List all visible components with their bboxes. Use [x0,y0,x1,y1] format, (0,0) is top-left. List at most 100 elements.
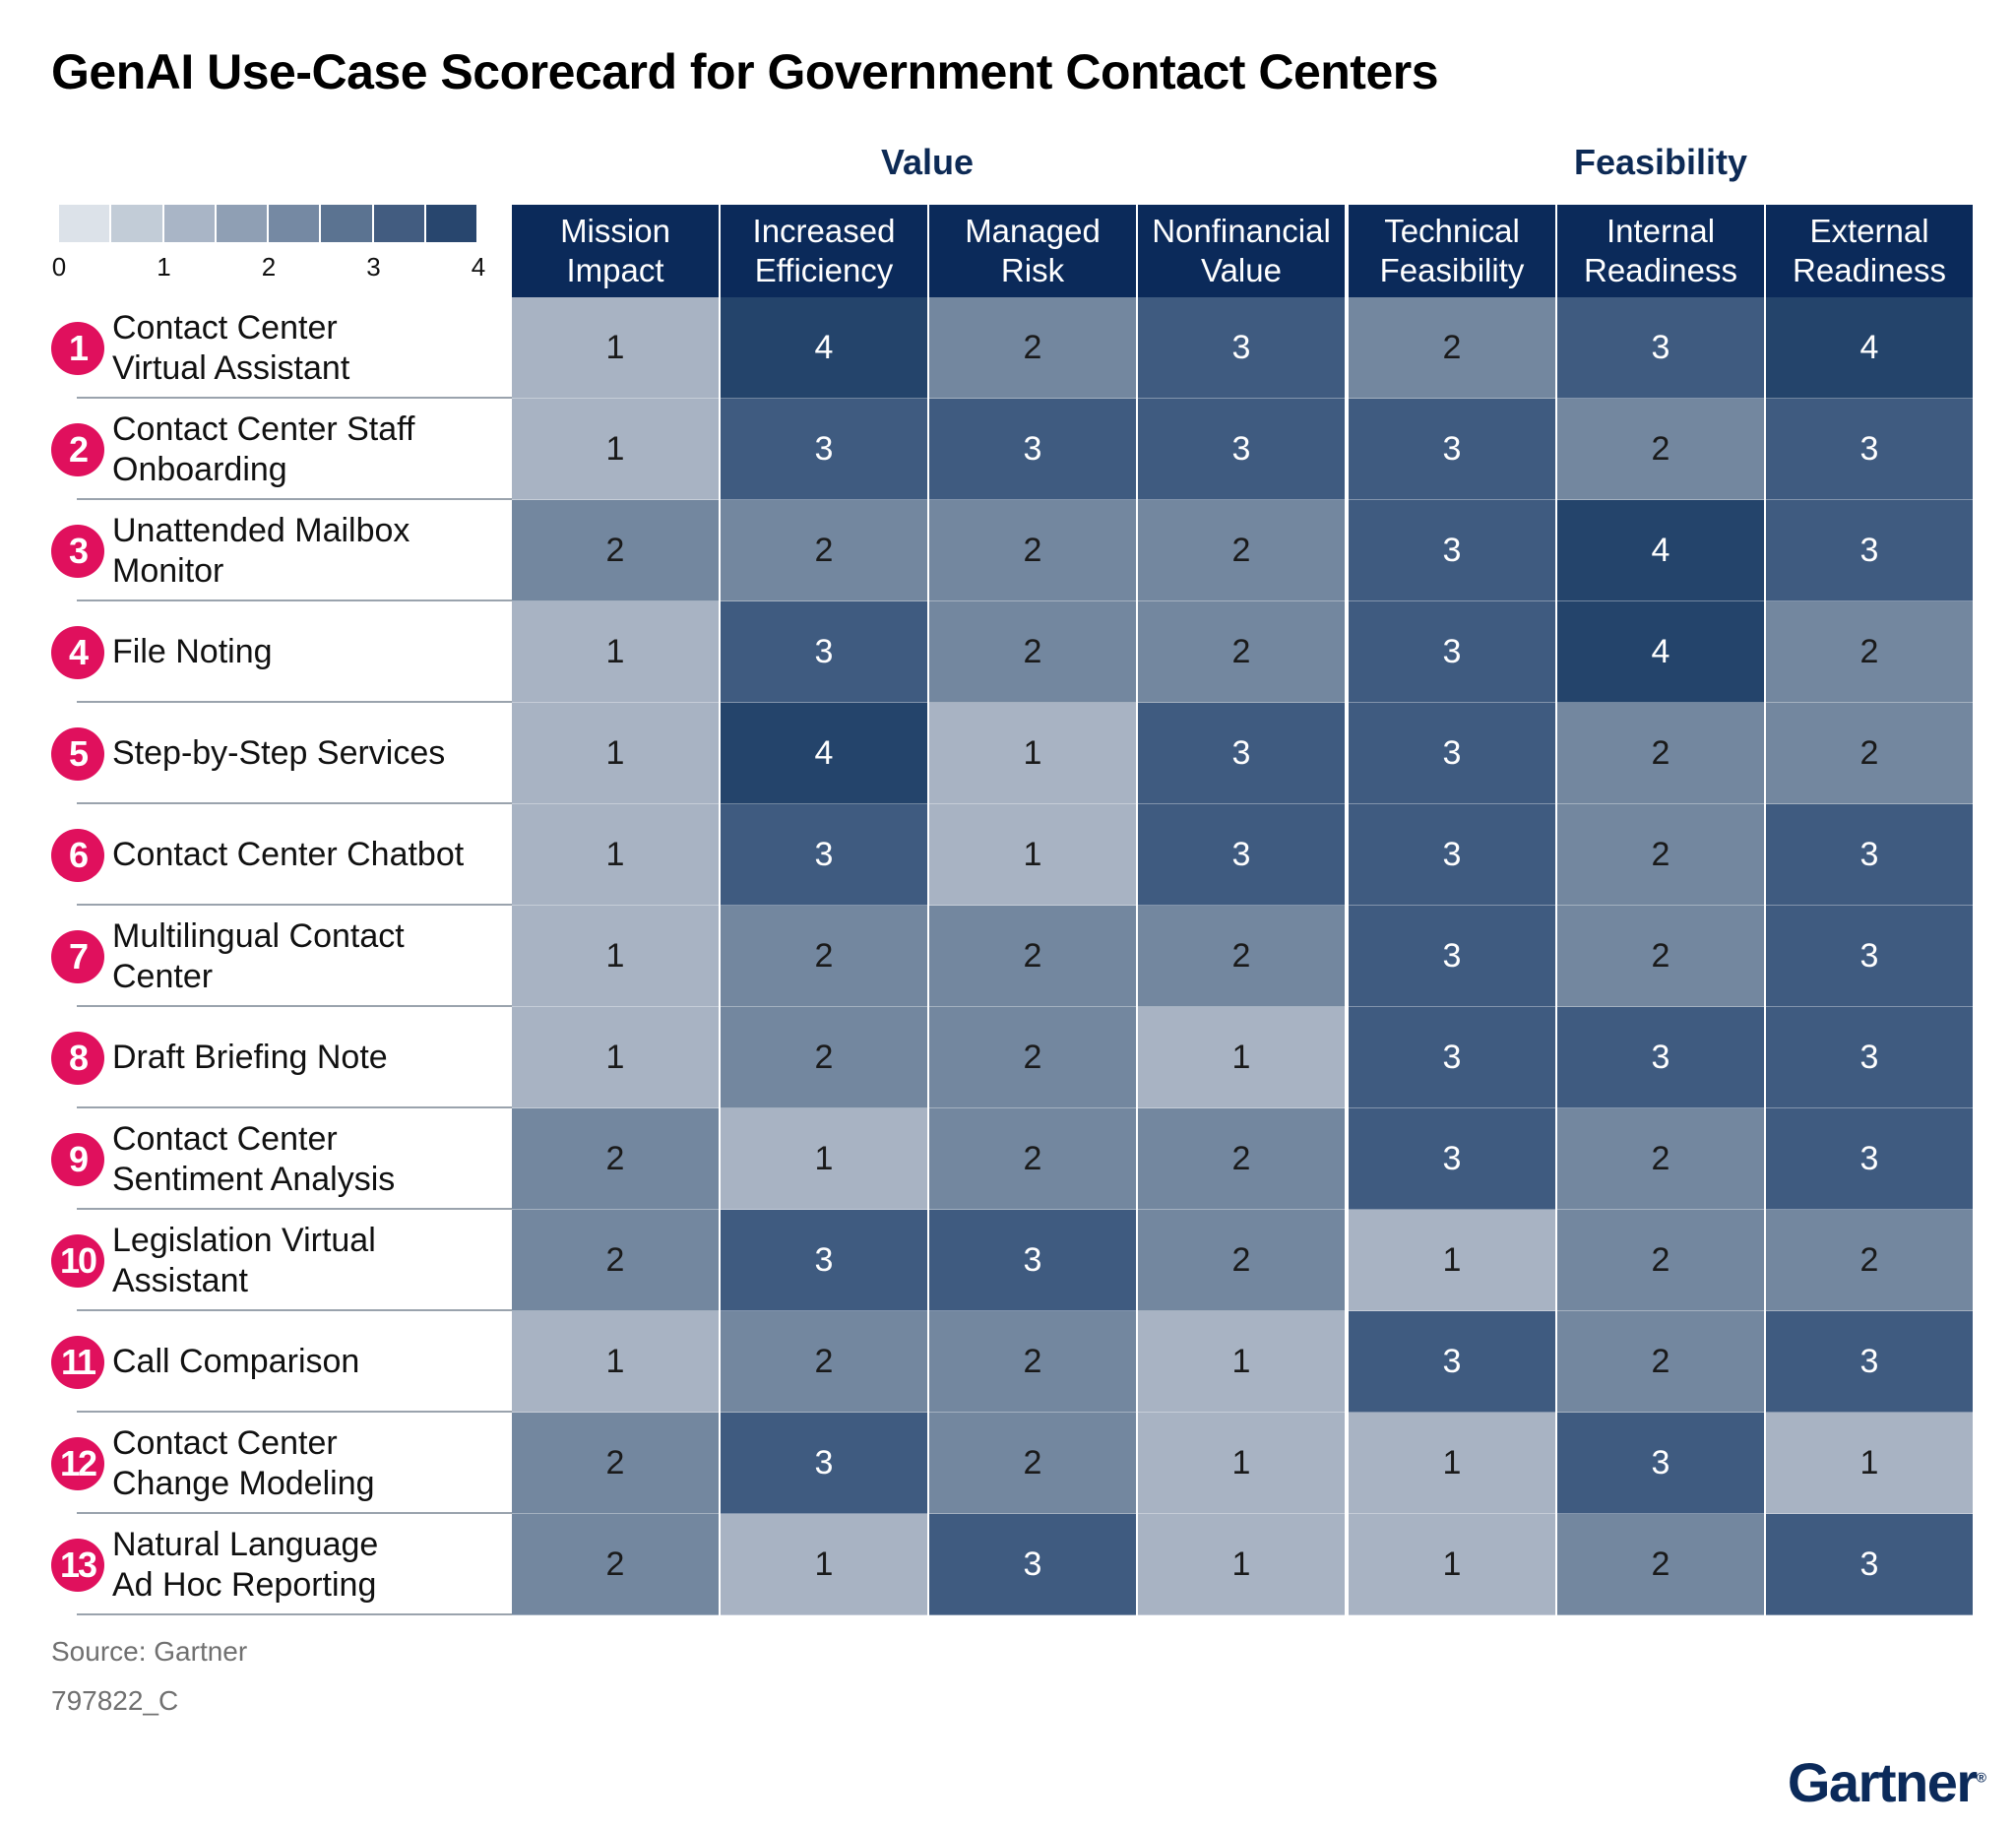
gartner-logo: Gartner® [1788,1750,1986,1814]
score-cell: 3 [1766,500,1973,601]
legend-swatch [425,205,476,242]
score-cell: 3 [1557,1007,1764,1108]
use-case-name: Natural Language Ad Hoc Reporting [112,1525,379,1604]
score-cell: 2 [929,1311,1136,1413]
score-cell: 3 [1138,703,1345,804]
chart-title: GenAI Use-Case Scorecard for Government … [51,44,1439,99]
score-cell: 2 [721,906,927,1007]
score-cell: 1 [1349,1413,1555,1514]
score-cell: 1 [929,703,1136,804]
use-case-number-badge: 6 [51,828,104,882]
group-title-value: Value [880,142,975,182]
score-cell: 3 [1766,1311,1973,1413]
score-cell: 1 [1766,1413,1973,1514]
use-case-label: 12 Contact Center Change Modeling [51,1413,514,1514]
use-case-label: 8 Draft Briefing Note [51,1007,514,1108]
column-header: Technical Feasibility [1349,205,1555,297]
use-case-name: Contact Center Virtual Assistant [112,308,350,387]
score-cell: 3 [1138,297,1345,399]
use-case-number-badge: 1 [51,321,104,375]
score-cell: 3 [1349,906,1555,1007]
score-cell: 1 [512,1311,719,1413]
row-divider [77,1208,512,1210]
use-case-name: Contact Center Change Modeling [112,1423,375,1502]
legend-tick-label: 2 [261,252,277,282]
score-cell: 2 [1138,500,1345,601]
document-id: 797822_C [51,1685,179,1716]
legend-swatch [216,205,267,242]
row-divider [77,599,512,601]
use-case-number-badge: 12 [51,1436,104,1490]
use-case-label: 2 Contact Center Staff Onboarding [51,399,514,500]
score-cell: 2 [1349,297,1555,399]
score-cell: 2 [929,297,1136,399]
use-case-number-badge: 10 [51,1233,104,1288]
use-case-number-badge: 5 [51,726,104,781]
score-cell: 3 [721,601,927,703]
score-cell: 1 [1349,1514,1555,1615]
row-divider [77,701,512,703]
score-cell: 3 [1349,703,1555,804]
score-cell: 2 [1766,601,1973,703]
legend-swatch [373,205,424,242]
column-header: Increased Efficiency [721,205,927,297]
score-cell: 2 [1557,399,1764,500]
use-case-name: Call Comparison [112,1343,360,1380]
column-header: Nonfinancial Value [1138,205,1345,297]
use-case-name: File Noting [112,633,273,670]
score-cell: 3 [721,804,927,906]
use-case-name: Unattended Mailbox Monitor [112,511,410,590]
score-cell: 1 [721,1108,927,1210]
score-cell: 3 [721,1210,927,1311]
group-separator [1345,205,1349,1615]
use-case-label: 10 Legislation Virtual Assistant [51,1210,514,1311]
legend-tick-label: 0 [51,252,67,282]
use-case-number-badge: 3 [51,524,104,578]
use-case-name: Contact Center Staff Onboarding [112,410,415,488]
score-cell: 2 [512,1514,719,1615]
row-divider [77,1512,512,1514]
legend-swatch [163,205,215,242]
score-cell: 3 [1557,1413,1764,1514]
legend-swatch [321,205,372,242]
score-cell: 1 [512,703,719,804]
score-cell: 3 [929,1514,1136,1615]
gartner-logo-text: Gartner [1787,1751,1978,1813]
score-cell: 3 [1766,1007,1973,1108]
column-header: Internal Readiness [1557,205,1764,297]
use-case-name: Step-by-Step Services [112,734,446,772]
score-cell: 3 [1766,1108,1973,1210]
column-header: Mission Impact [512,205,719,297]
score-cell: 1 [512,804,719,906]
legend-swatch [269,205,320,242]
use-case-name: Contact Center Chatbot [112,836,465,873]
score-cell: 3 [1349,1007,1555,1108]
use-case-label: 6 Contact Center Chatbot [51,804,514,906]
row-divider [77,1005,512,1007]
use-case-number-badge: 11 [51,1335,104,1389]
score-cell: 2 [1557,1311,1764,1413]
score-cell: 1 [1138,1007,1345,1108]
score-cell: 2 [1557,703,1764,804]
score-cell: 3 [1349,1108,1555,1210]
use-case-label: 9 Contact Center Sentiment Analysis [51,1108,514,1210]
score-cell: 1 [512,399,719,500]
use-case-number-badge: 9 [51,1132,104,1186]
score-cell: 1 [1349,1210,1555,1311]
score-cell: 2 [929,500,1136,601]
use-case-number-badge: 8 [51,1031,104,1085]
score-cell: 2 [721,1007,927,1108]
use-case-label: 4 File Noting [51,601,514,703]
row-divider [77,802,512,804]
row-divider [77,1309,512,1311]
use-case-number-badge: 13 [51,1538,104,1592]
score-cell: 2 [1138,1108,1345,1210]
use-case-name: Draft Briefing Note [112,1039,388,1076]
row-divider [77,1411,512,1413]
score-cell: 3 [929,1210,1136,1311]
score-cell: 1 [512,601,719,703]
legend-tick-label: 3 [366,252,381,282]
score-cell: 3 [1138,399,1345,500]
score-cell: 1 [512,297,719,399]
score-cell: 1 [1138,1311,1345,1413]
